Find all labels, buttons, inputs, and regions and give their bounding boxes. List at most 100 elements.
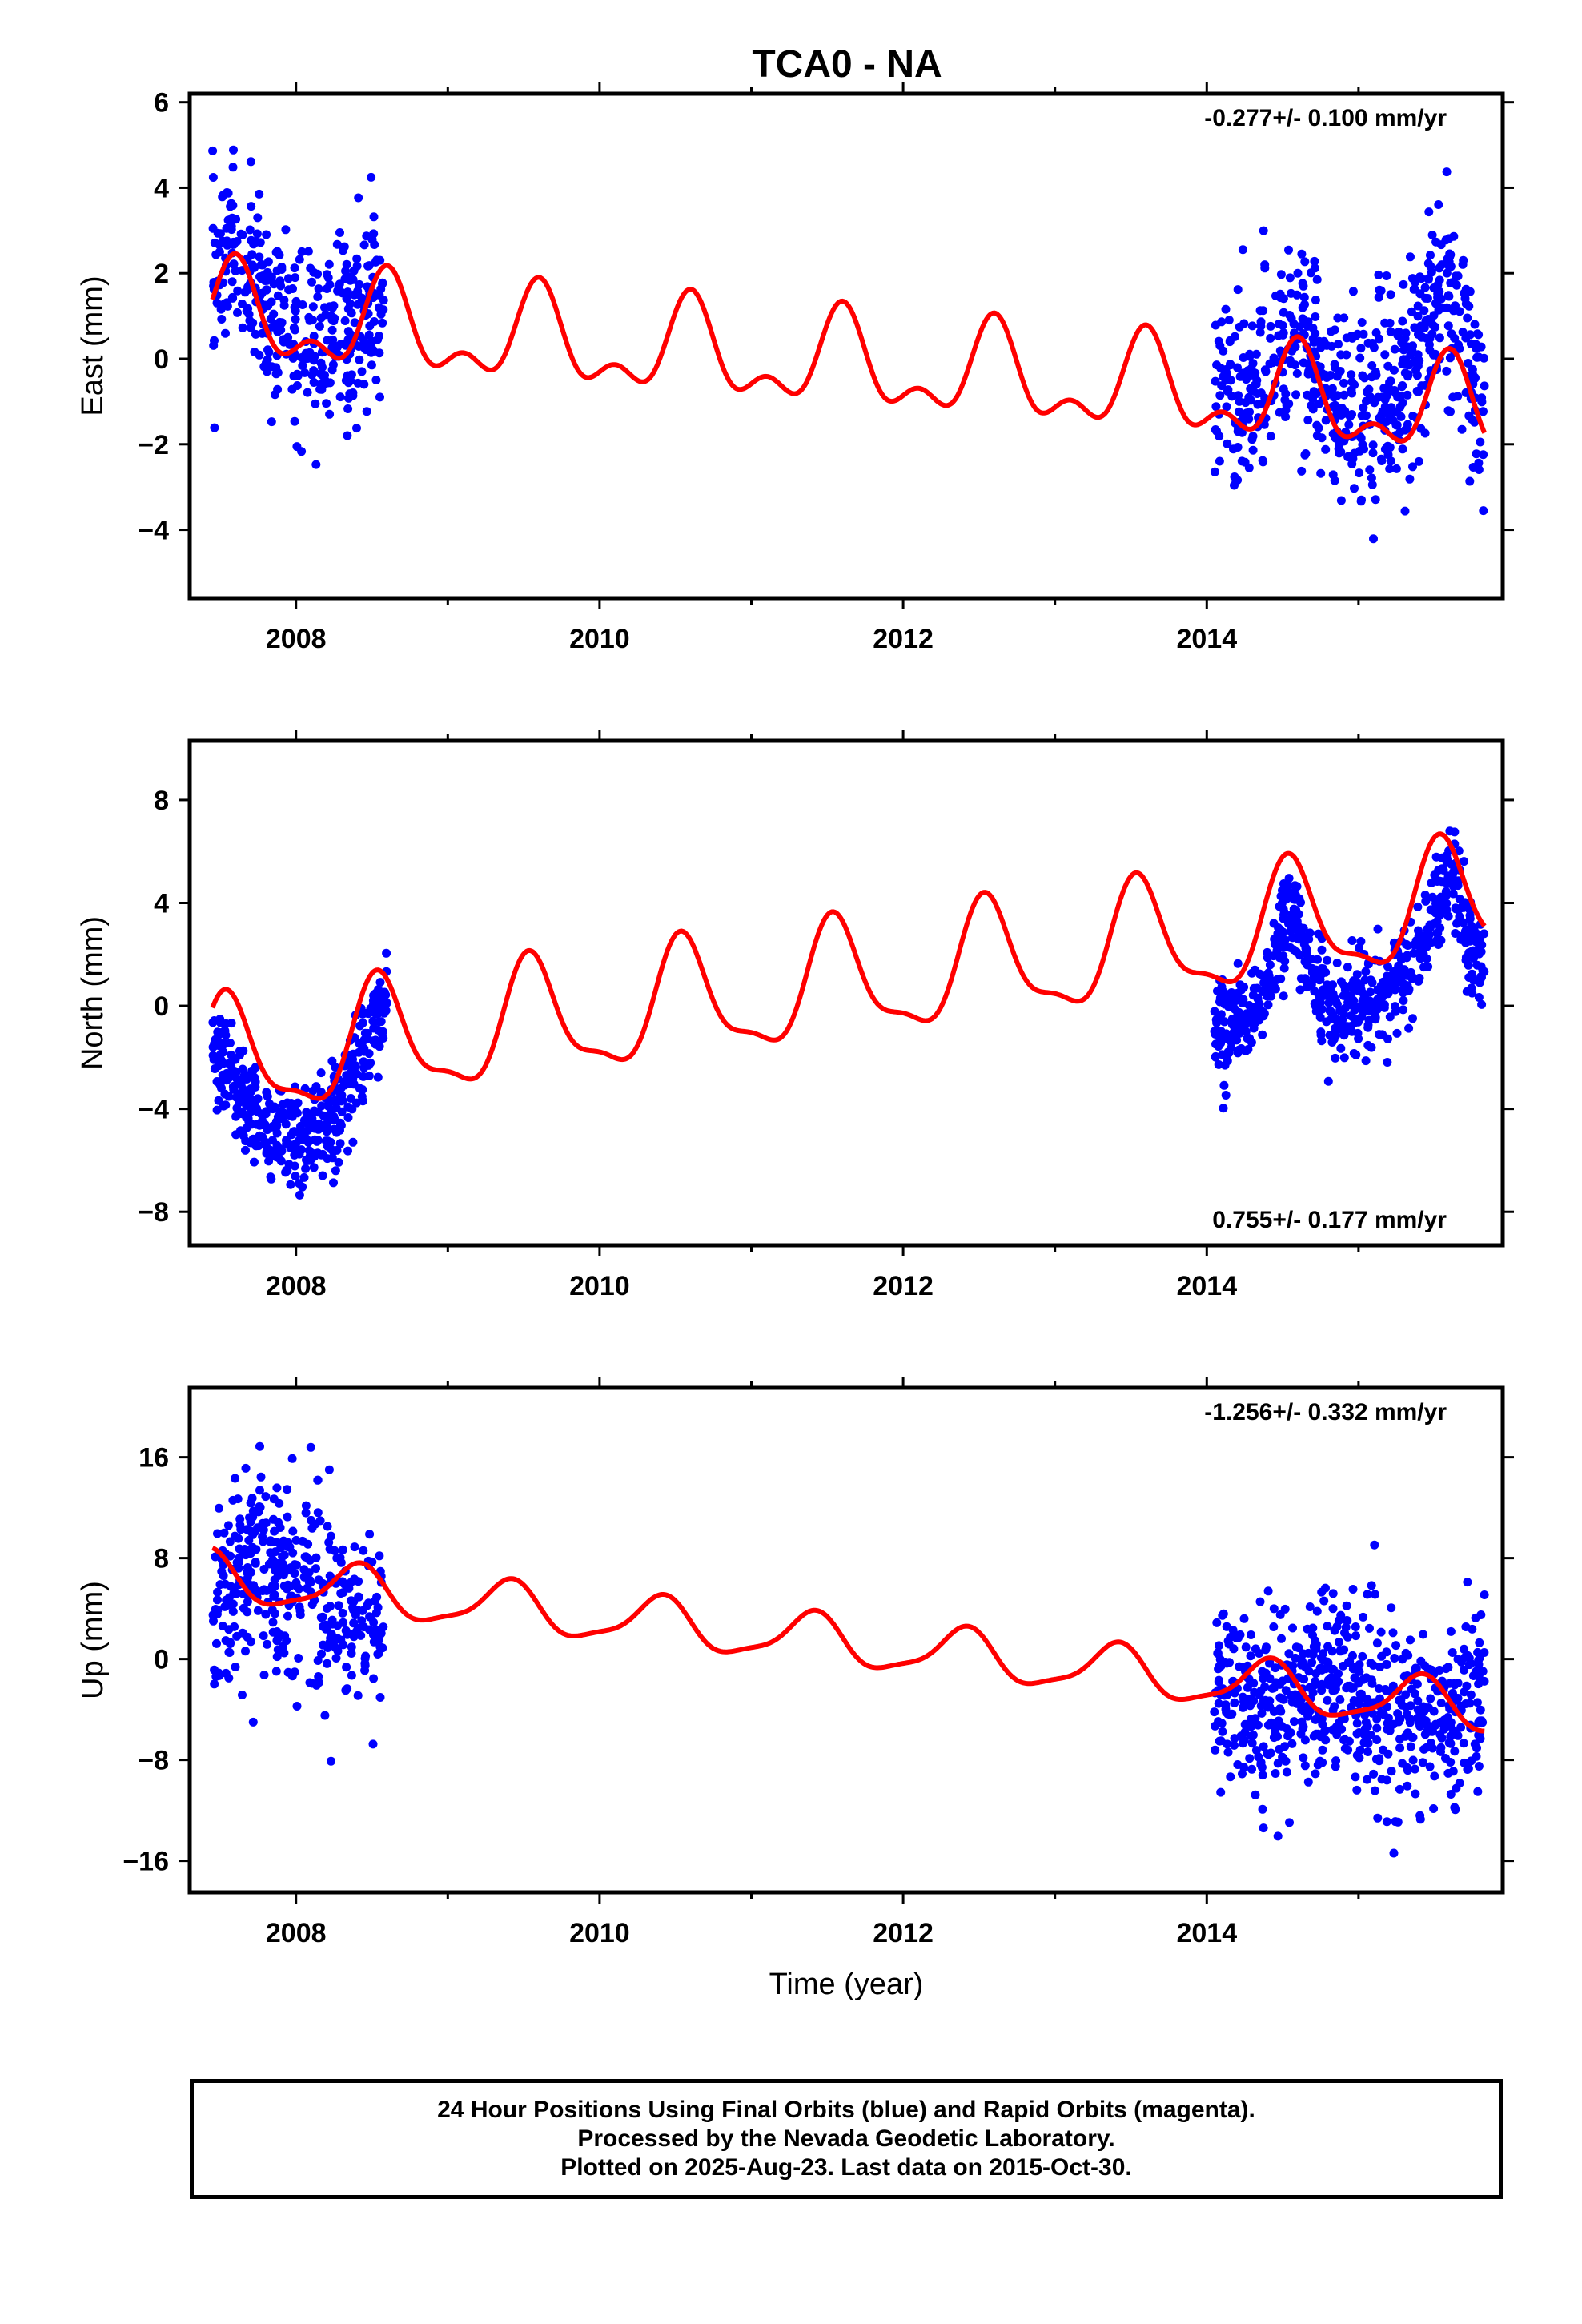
data-point [255,350,264,360]
data-point [1442,167,1452,177]
data-point [1278,320,1287,330]
data-point [1461,1622,1471,1631]
data-point [1237,428,1247,437]
data-point [239,1094,247,1104]
data-point [1398,359,1407,368]
data-point [213,1529,222,1538]
data-point [1470,417,1480,427]
data-point [1210,1707,1219,1717]
data-point [1461,299,1471,308]
data-point [292,1702,302,1711]
data-point [354,1577,363,1586]
data-point [1461,284,1471,294]
data-point [1420,283,1430,292]
data-point [1258,1771,1267,1780]
data-point [304,312,314,322]
data-point [1465,330,1475,340]
data-point [1472,449,1481,459]
data-point [228,1082,238,1092]
data-point [250,1157,259,1167]
data-point [1363,1590,1372,1599]
data-point [1245,349,1255,359]
data-point [349,1606,358,1614]
data-point [321,1136,331,1146]
data-point [1383,971,1391,981]
data-point [1355,943,1363,953]
data-point [269,1561,279,1570]
data-point [1367,1581,1376,1590]
data-point [1407,1684,1416,1694]
data-point [319,1111,328,1120]
data-point [1222,368,1231,378]
data-point [1291,1690,1300,1699]
data-point [1305,1602,1315,1611]
data-point [1286,1728,1295,1738]
data-point [296,1121,305,1131]
data-point [213,1595,222,1605]
data-point [357,367,367,376]
data-point [1415,1815,1425,1824]
data-point [348,1049,358,1059]
data-point [1340,1628,1349,1638]
data-point [227,199,236,208]
data-point [1318,1745,1327,1755]
data-point [374,303,383,312]
data-point [1336,496,1346,505]
data-point [263,1639,272,1649]
data-point [322,1120,331,1130]
data-point [1309,1642,1319,1651]
data-point [258,1518,267,1528]
data-point [1389,1848,1399,1858]
data-point [1269,919,1279,928]
data-point [1476,1705,1485,1715]
data-point [231,1663,240,1671]
data-point [304,1146,314,1156]
data-point [299,1572,309,1582]
data-point [1446,262,1456,271]
data-point [1383,1058,1392,1067]
data-point [1385,1012,1395,1022]
data-point [261,1610,271,1619]
data-point [217,315,227,324]
data-point [208,146,218,155]
data-points [208,145,1489,544]
data-point [228,1606,238,1616]
data-point [1255,328,1265,337]
data-point [343,1113,353,1122]
data-point [283,1485,292,1494]
data-point [1236,1044,1246,1053]
x-tick-label: 2008 [266,624,327,654]
data-point [223,1521,233,1530]
x-tick-label: 2008 [266,1918,327,1948]
data-point [1241,1642,1251,1652]
data-point [1351,1772,1360,1782]
data-point [1299,1753,1308,1763]
data-point [1249,1679,1259,1688]
data-point [382,999,391,1007]
data-point [1257,1708,1267,1718]
data-point [371,376,381,384]
data-point [239,1131,248,1140]
y-tick-label: 0 [154,1645,169,1675]
data-point [1383,385,1392,395]
data-point [316,358,326,368]
data-point [246,157,255,167]
data-point [363,1028,372,1038]
data-point [253,1094,263,1104]
data-point [323,1604,331,1613]
data-point [1415,356,1424,365]
data-point [1219,1609,1228,1618]
x-tick-label: 2014 [1176,624,1237,654]
data-point [1395,1735,1404,1743]
data-point [1284,245,1293,255]
data-point [293,1098,303,1108]
data-point [1279,294,1288,304]
y-tick-label: −2 [138,430,169,460]
data-point [1343,963,1352,972]
data-point [283,1667,293,1677]
data-point [316,1068,326,1078]
data-point [1244,1001,1254,1010]
data-point [323,378,332,388]
data-point [239,1603,248,1613]
data-point [1241,1027,1251,1036]
